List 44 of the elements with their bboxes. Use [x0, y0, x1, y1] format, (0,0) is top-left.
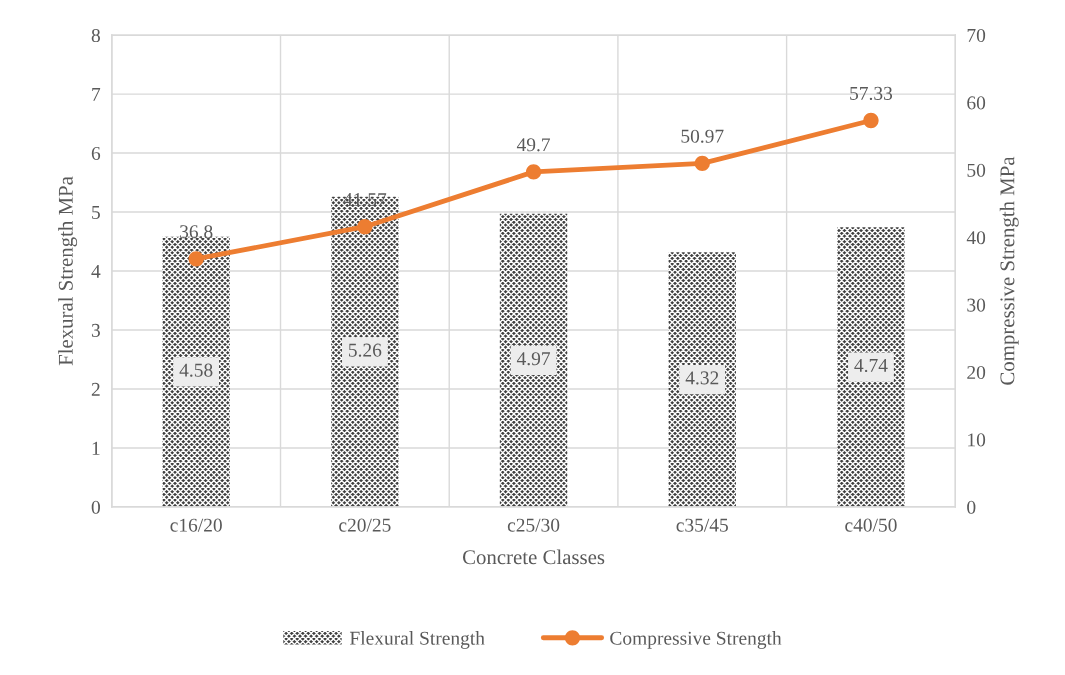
x-tick-label: c16/20 — [170, 518, 222, 532]
y2-tick-label: 0 — [967, 500, 976, 514]
legend-label: Flexural Strength — [349, 631, 485, 649]
point — [694, 155, 710, 172]
bar — [668, 252, 736, 507]
y2-tick-label: 30 — [967, 298, 986, 312]
y-tick-label: 3 — [91, 323, 100, 337]
legend-label: Compressive Strength — [610, 631, 782, 649]
x-tick-label: c40/50 — [845, 518, 897, 532]
y-tick-label: 0 — [91, 500, 100, 514]
y2-axis-title: Compressive Strength MPa — [999, 156, 1019, 385]
data-label: 4.32 — [685, 371, 719, 385]
y-tick-label: 4 — [91, 264, 101, 278]
x-tick-label: c20/25 — [339, 518, 391, 532]
point — [357, 219, 373, 235]
point — [188, 251, 204, 267]
y2-tick-label: 70 — [967, 28, 986, 43]
point — [863, 112, 879, 129]
y2-tick-label: 60 — [967, 96, 986, 110]
y-tick-label: 2 — [91, 382, 100, 396]
y2-tick-label: 10 — [968, 433, 986, 447]
data-label: 49.7 — [516, 138, 551, 152]
data-label: 5.26 — [348, 343, 382, 357]
data-label: 50.97 — [681, 129, 724, 143]
point — [525, 164, 542, 180]
data-label: 57.33 — [850, 86, 893, 100]
y2-tick-label: 40 — [966, 231, 986, 245]
y-tick-label: 1 — [92, 441, 100, 455]
bar — [837, 227, 905, 507]
y-tick-label: 6 — [91, 146, 101, 160]
y-axis-title: Flexural Strength MPa — [58, 176, 78, 366]
data-label: 4.97 — [516, 352, 551, 366]
y2-tick-label: 50 — [967, 163, 986, 177]
x-tick-label: c35/45 — [676, 518, 728, 532]
data-label: 4.74 — [854, 359, 888, 373]
y2-tick-label: 20 — [967, 365, 986, 380]
y-tick-label: 8 — [91, 28, 100, 43]
data-label: 4.58 — [179, 363, 213, 377]
y-tick-label: 5 — [92, 206, 100, 219]
data-label: 36.8 — [180, 225, 213, 239]
bar — [499, 213, 568, 507]
x-axis-title: Concrete Classes — [462, 549, 605, 565]
x-tick-label: c25/30 — [507, 518, 560, 532]
y-tick-label: 7 — [92, 88, 101, 101]
